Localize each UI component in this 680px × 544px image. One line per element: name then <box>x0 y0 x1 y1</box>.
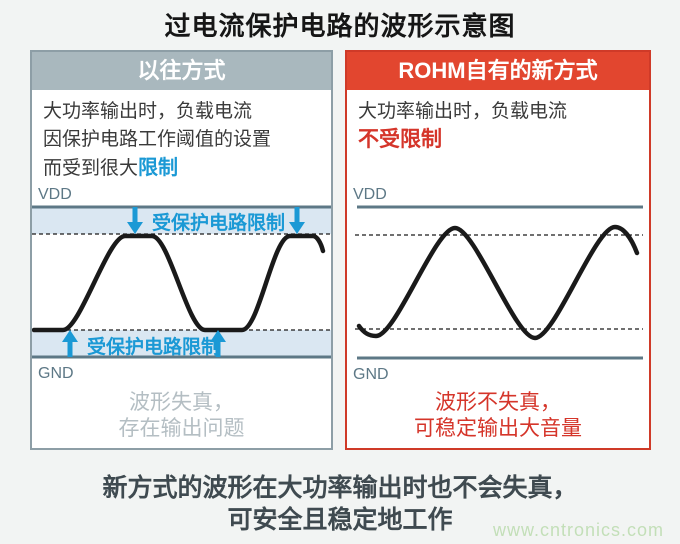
clipped-sine-wave <box>32 233 326 333</box>
caption-line1: 波形不失真， <box>435 391 561 414</box>
vdd-label: VDD <box>353 186 387 203</box>
top-limit-band <box>32 206 331 234</box>
desc-highlight-unlimited: 不受限制 <box>358 128 442 151</box>
panel-conventional: 以往方式 大功率输出时，负载电流 因保护电路工作阈值的设置 而受到很大限制 VD… <box>30 50 333 450</box>
panel-rohm-new-content: 大功率输出时，负载电流 不受限制 VDD GND 波形不失真， 可稳定输出大音量 <box>347 90 649 448</box>
panel-rohm-new-header: ROHM自有的新方式 <box>347 52 649 90</box>
top-limit-label: 受保护电路限制 <box>152 211 285 234</box>
vdd-label: VDD <box>38 186 72 203</box>
page-title: 过电流保护电路的波形示意图 <box>164 11 516 41</box>
desc-line3: 而受到很大 <box>43 158 139 179</box>
panel-rohm-description: 大功率输出时，负载电流 不受限制 <box>358 98 643 154</box>
bottom-limit-arrow-left <box>62 330 78 357</box>
panel-conventional-description: 大功率输出时，负载电流 因保护电路工作阈值的设置 而受到很大限制 <box>43 98 325 183</box>
desc-line2: 因保护电路工作阈值的设置 <box>43 129 272 150</box>
watermark-cntronics: www.cntronics.com <box>492 520 664 540</box>
desc-highlight-limited: 限制 <box>138 157 179 179</box>
waveform-diagram-clipped: VDD 受保护电路限制 <box>32 186 331 382</box>
caption-line1: 波形失真， <box>129 391 234 414</box>
clean-sine-wave <box>356 224 640 341</box>
panel-conventional-caption: 波形失真， 存在输出问题 <box>32 390 331 442</box>
gnd-label: GND <box>38 365 74 382</box>
panel-rohm-caption: 波形不失真， 可稳定输出大音量 <box>347 390 649 442</box>
top-limit-arrow-left <box>127 207 143 234</box>
panel-conventional-header: 以往方式 <box>32 52 331 90</box>
waveform-diagram-clean: VDD GND <box>353 186 643 383</box>
footer-line2: 可安全且稳定地工作 <box>227 506 453 534</box>
bottom-limit-arrow-right <box>210 330 226 357</box>
top-limit-arrow-right <box>289 207 305 234</box>
desc-line1: 大功率输出时，负载电流 <box>358 101 568 122</box>
panel-conventional-content: 大功率输出时，负载电流 因保护电路工作阈值的设置 而受到很大限制 VDD <box>32 90 331 448</box>
caption-line2: 可稳定输出大音量 <box>414 417 582 440</box>
caption-line2: 存在输出问题 <box>118 417 245 440</box>
footer-summary: 新方式的波形在大功率输出时也不会失真， 可安全且稳定地工作 <box>0 472 680 536</box>
footer-line1: 新方式的波形在大功率输出时也不会失真， <box>102 474 578 502</box>
bottom-limit-label: 受保护电路限制 <box>87 335 220 358</box>
gnd-label: GND <box>353 366 389 383</box>
panel-rohm-new: ROHM自有的新方式 大功率输出时，负载电流 不受限制 VDD GND 波形不失… <box>345 50 651 450</box>
desc-line1: 大功率输出时，负载电流 <box>43 101 253 122</box>
bottom-limit-band <box>32 330 331 358</box>
